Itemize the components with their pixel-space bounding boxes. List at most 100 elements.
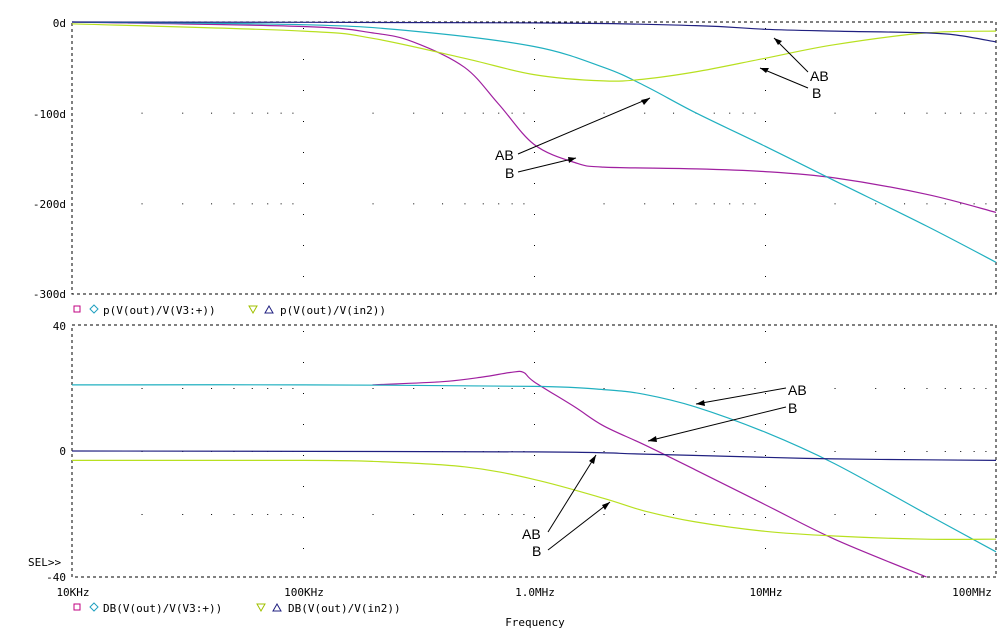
grid-dot: [482, 203, 484, 205]
magnitude-annotation-label: AB: [788, 382, 807, 398]
grid-dot: [303, 152, 304, 153]
phase-annotation-label: AB: [810, 68, 829, 84]
grid-dot: [973, 388, 975, 389]
grid-dot: [303, 183, 304, 184]
grid-dot: [372, 112, 374, 114]
magnitude-annotations: AB B AB B: [522, 382, 807, 559]
grid-dot: [603, 203, 605, 205]
grid-dot: [303, 517, 304, 518]
grid-dot: [742, 514, 744, 515]
grid-dot: [834, 112, 836, 114]
grid-dot: [534, 183, 535, 184]
grid-dot: [511, 112, 513, 114]
grid-dot: [765, 276, 766, 277]
magnitude-annotation-arrowhead: [589, 455, 596, 464]
phase-grid: [141, 28, 987, 277]
phase-annotation-arrowhead: [641, 98, 650, 105]
grid-dot: [673, 203, 675, 205]
grid-dot: [875, 514, 877, 515]
grid-dot: [729, 112, 731, 114]
grid-dot: [754, 388, 756, 389]
grid-dot: [765, 362, 766, 363]
grid-dot: [267, 388, 269, 389]
magnitude-series-yellow: [71, 459, 997, 541]
magnitude-annotation-arrowhead: [602, 502, 610, 510]
grid-dot: [141, 388, 143, 389]
phase-series-cyan: [71, 21, 997, 263]
grid-dot: [303, 28, 304, 29]
grid-dot: [973, 451, 975, 452]
grid-dot: [695, 451, 697, 452]
grid-dot: [280, 112, 282, 114]
grid-dot: [742, 112, 744, 114]
legend-triangle-up-marker: [264, 304, 274, 314]
grid-dot: [534, 121, 535, 122]
grid-dot: [498, 203, 500, 205]
magnitude-annotation-label: B: [788, 400, 797, 416]
grid-dot: [303, 214, 304, 215]
grid-dot: [534, 486, 535, 487]
grid-dot: [141, 203, 143, 205]
magnitude-annotation-label: B: [532, 543, 541, 559]
selector-marker[interactable]: SEL>>: [28, 556, 61, 569]
grid-dot: [673, 388, 675, 389]
grid-dot: [280, 388, 282, 389]
grid-dot: [303, 245, 304, 246]
x-axis: 10KHz 100KHz 1.0MHz 10MHz 100MHz: [56, 586, 991, 599]
grid-dot: [713, 451, 715, 452]
grid-dot: [251, 203, 253, 205]
x-tick-label: 10MHz: [749, 586, 782, 599]
grid-dot: [603, 112, 605, 114]
grid-dot: [511, 514, 513, 515]
grid-dot: [534, 152, 535, 153]
grid-dot: [413, 514, 415, 515]
grid-dot: [534, 59, 535, 60]
grid-dot: [834, 388, 836, 389]
grid-dot: [765, 183, 766, 184]
magnitude-legend-expr2: DB(V(out)/V(in2)): [288, 602, 401, 615]
grid-dot: [482, 388, 484, 389]
grid-dot: [729, 451, 731, 452]
grid-dot: [713, 112, 715, 114]
grid-dot: [233, 514, 235, 515]
grid-dot: [442, 112, 444, 114]
grid-dot: [944, 514, 946, 515]
magnitude-y-tick: 40: [53, 320, 66, 333]
grid-dot: [765, 121, 766, 122]
grid-dot: [498, 514, 500, 515]
grid-dot: [695, 388, 697, 389]
grid-dot: [875, 112, 877, 114]
grid-dot: [673, 451, 675, 452]
grid-dot: [765, 214, 766, 215]
grid-dot: [303, 331, 304, 332]
grid-dot: [985, 514, 987, 515]
grid-dot: [211, 203, 213, 205]
magnitude-series-navy: [71, 450, 997, 461]
phase-plot-frame: [71, 21, 997, 295]
grid-dot: [511, 388, 513, 389]
magnitude-annotation-arrowhead: [696, 400, 705, 406]
grid-dot: [464, 388, 466, 389]
grid-dot: [464, 514, 466, 515]
grid-dot: [182, 112, 184, 114]
phase-y-tick: -100d: [33, 108, 66, 121]
grid-dot: [303, 486, 304, 487]
grid-dot: [875, 451, 877, 452]
grid-dot: [141, 112, 143, 114]
magnitude-y-axis: 40 0 -40: [46, 320, 66, 584]
grid-dot: [233, 112, 235, 114]
grid-dot: [960, 203, 962, 205]
grid-dot: [498, 112, 500, 114]
grid-dot: [413, 203, 415, 205]
grid-dot: [280, 203, 282, 205]
grid-dot: [904, 388, 906, 389]
grid-dot: [534, 331, 535, 332]
grid-dot: [765, 548, 766, 549]
grid-dot: [534, 214, 535, 215]
phase-annotation-label: B: [505, 165, 514, 181]
grid-dot: [944, 388, 946, 389]
grid-dot: [534, 90, 535, 91]
grid-dot: [413, 388, 415, 389]
grid-dot: [644, 514, 646, 515]
grid-dot: [233, 203, 235, 205]
